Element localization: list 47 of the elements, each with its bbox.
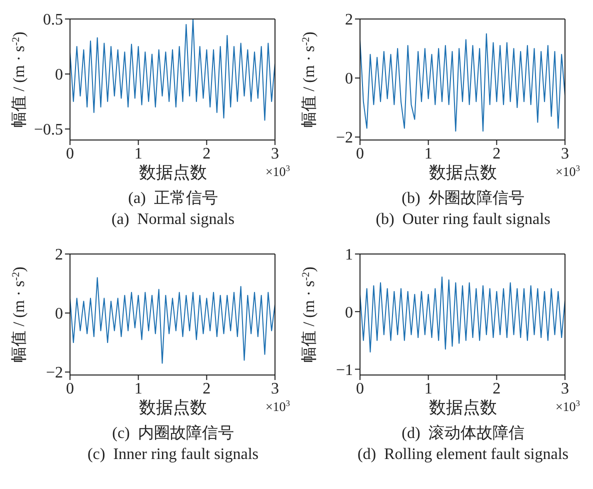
line-series xyxy=(70,277,275,364)
x-tick-label: 2 xyxy=(202,145,211,162)
y-tick-label: 2 xyxy=(345,12,353,29)
x-tick-label: 0 xyxy=(66,380,74,398)
text: (a) 正常信号 xyxy=(127,188,218,209)
text: (d) 滚动体故障信 xyxy=(400,424,524,444)
x-axis-title: 数据点数 xyxy=(139,163,207,182)
y-tick-label: 0 xyxy=(345,304,353,322)
x-tick-label: 3 xyxy=(271,380,279,398)
y-tick-label: 0 xyxy=(55,66,63,84)
y-tick-label: 1 xyxy=(345,246,353,264)
text: (d) Rolling element fault signals xyxy=(356,446,569,464)
y-tick-label: −1 xyxy=(336,362,353,379)
x-tick-label: 0 xyxy=(356,380,364,398)
x-tick-label: 1 xyxy=(424,380,432,398)
y-tick-label: −2 xyxy=(46,364,63,382)
x-tick-label: 3 xyxy=(271,145,279,162)
x-axis-title: 数据点数 xyxy=(429,163,497,182)
x-axis-title: 数据点数 xyxy=(139,398,207,417)
text: ×10$^{3}$ xyxy=(265,163,290,179)
x-tick-label: 2 xyxy=(202,380,211,398)
x-tick-label: 0 xyxy=(356,145,364,162)
text: ×10$^{3}$ xyxy=(265,398,290,414)
x-tick-label: 3 xyxy=(561,145,569,162)
y-tick-label: 2 xyxy=(55,246,63,264)
x-tick-label: 2 xyxy=(492,380,501,398)
text: ×10$^{3}$ xyxy=(555,398,580,414)
x-tick-label: 1 xyxy=(134,380,142,398)
x-tick-label: 1 xyxy=(134,145,142,162)
text: (a) Normal signals xyxy=(110,211,235,229)
x-tick-label: 3 xyxy=(561,380,569,398)
line-series xyxy=(360,33,565,132)
text: (c) Inner ring fault signals xyxy=(86,446,259,464)
y-tick-label: 0.5 xyxy=(43,12,63,29)
x-axis-title: 数据点数 xyxy=(429,398,497,417)
x-tick-label: 1 xyxy=(424,145,432,162)
y-tick-label: 0 xyxy=(345,70,353,88)
text: ×10$^{3}$ xyxy=(555,163,580,179)
text: (b) Outer ring fault signals xyxy=(374,211,550,229)
x-tick-label: 2 xyxy=(492,145,501,162)
x-tick-label: 0 xyxy=(66,145,74,162)
y-tick-label: 0 xyxy=(55,306,63,323)
text: (b) 外圈故障信号 xyxy=(400,188,524,209)
text: (c) 内圈故障信号 xyxy=(111,424,234,444)
y-tick-label: −2 xyxy=(336,130,353,147)
line-series xyxy=(360,276,565,352)
y-tick-label: −0.5 xyxy=(34,122,63,139)
